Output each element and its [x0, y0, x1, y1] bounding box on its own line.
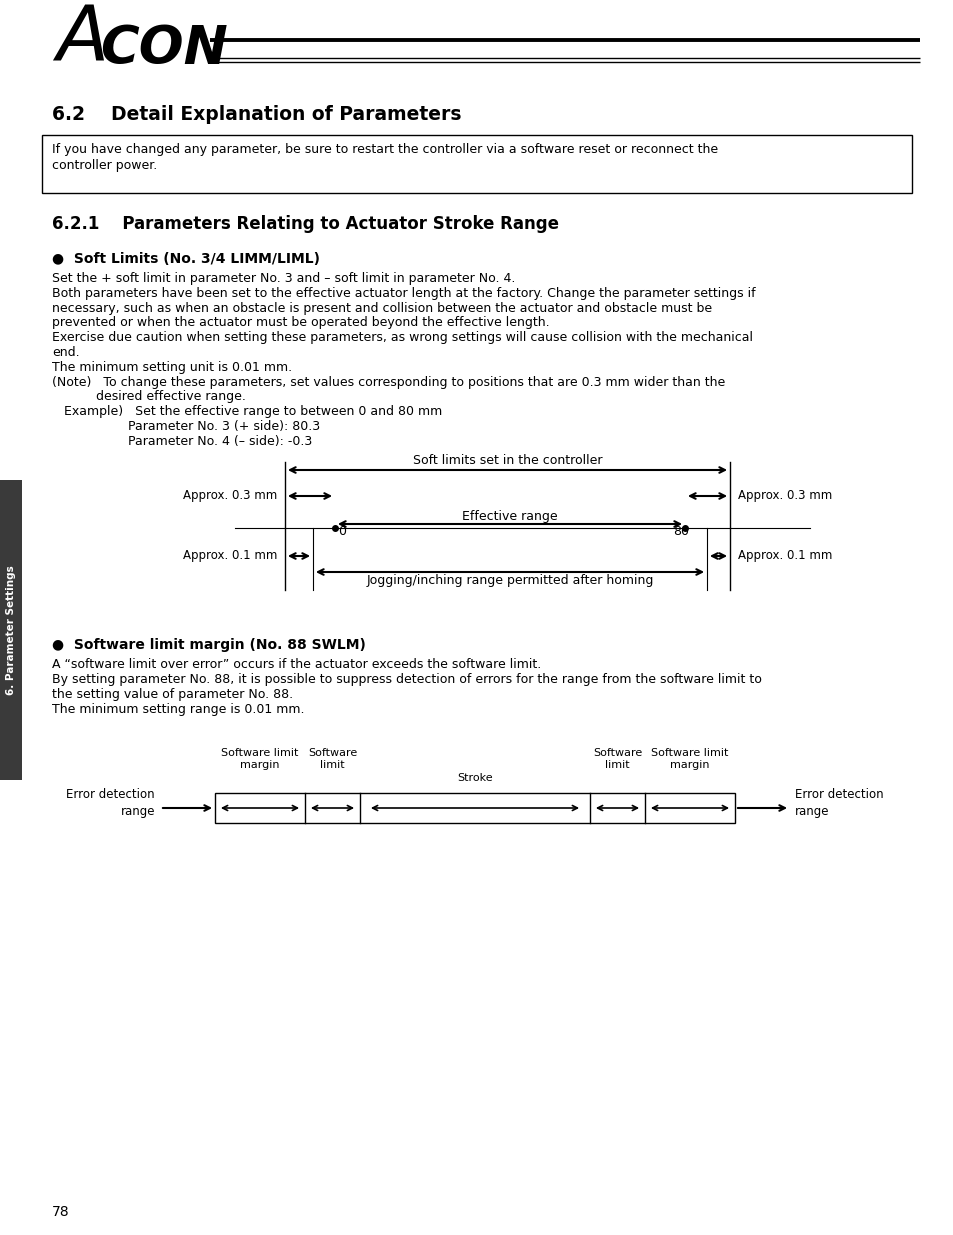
Text: controller power.: controller power.: [52, 159, 157, 172]
Text: 6.2    Detail Explanation of Parameters: 6.2 Detail Explanation of Parameters: [52, 105, 461, 124]
Text: Approx. 0.3 mm: Approx. 0.3 mm: [738, 489, 831, 503]
Text: $\it{A}$: $\it{A}$: [52, 1, 105, 75]
Text: Error detection
range: Error detection range: [67, 788, 154, 819]
FancyBboxPatch shape: [214, 793, 734, 823]
Text: Stroke: Stroke: [456, 773, 493, 783]
Text: Effective range: Effective range: [461, 510, 558, 522]
Text: the setting value of parameter No. 88.: the setting value of parameter No. 88.: [52, 688, 293, 701]
Text: desired effective range.: desired effective range.: [52, 390, 246, 404]
Text: Software limit
margin: Software limit margin: [221, 747, 298, 769]
Text: The minimum setting range is 0.01 mm.: The minimum setting range is 0.01 mm.: [52, 703, 304, 716]
Text: Software limit
margin: Software limit margin: [651, 747, 728, 769]
Text: prevented or when the actuator must be operated beyond the effective length.: prevented or when the actuator must be o…: [52, 316, 549, 330]
Text: Approx. 0.3 mm: Approx. 0.3 mm: [183, 489, 276, 503]
Text: Parameter No. 3 (+ side): 80.3: Parameter No. 3 (+ side): 80.3: [52, 420, 320, 433]
Text: 78: 78: [52, 1205, 70, 1219]
Text: end.: end.: [52, 346, 79, 359]
Text: Example)   Set the effective range to between 0 and 80 mm: Example) Set the effective range to betw…: [52, 405, 442, 419]
Text: If you have changed any parameter, be sure to restart the controller via a softw: If you have changed any parameter, be su…: [52, 143, 718, 156]
FancyBboxPatch shape: [42, 135, 911, 193]
Text: Software
limit: Software limit: [592, 747, 641, 769]
Text: 80: 80: [672, 525, 688, 538]
Text: Parameter No. 4 (– side): -0.3: Parameter No. 4 (– side): -0.3: [52, 435, 312, 448]
Text: Error detection
range: Error detection range: [794, 788, 882, 819]
Text: Soft limits set in the controller: Soft limits set in the controller: [413, 454, 601, 467]
Text: Jogging/inching range permitted after homing: Jogging/inching range permitted after ho…: [366, 574, 653, 587]
Text: Set the + soft limit in parameter No. 3 and – soft limit in parameter No. 4.: Set the + soft limit in parameter No. 3 …: [52, 272, 515, 285]
Text: CON: CON: [100, 23, 228, 75]
Text: ●  Software limit margin (No. 88 SWLM): ● Software limit margin (No. 88 SWLM): [52, 638, 366, 652]
Text: Software
limit: Software limit: [308, 747, 356, 769]
Text: Approx. 0.1 mm: Approx. 0.1 mm: [182, 550, 276, 562]
Text: Exercise due caution when setting these parameters, as wrong settings will cause: Exercise due caution when setting these …: [52, 331, 752, 345]
Text: By setting parameter No. 88, it is possible to suppress detection of errors for : By setting parameter No. 88, it is possi…: [52, 673, 761, 685]
Text: 0: 0: [337, 525, 346, 538]
Text: 6.2.1    Parameters Relating to Actuator Stroke Range: 6.2.1 Parameters Relating to Actuator St…: [52, 215, 558, 233]
Text: (Note)   To change these parameters, set values corresponding to positions that : (Note) To change these parameters, set v…: [52, 375, 724, 389]
Text: 6. Parameter Settings: 6. Parameter Settings: [6, 566, 16, 695]
Text: ●  Soft Limits (No. 3/4 LIMM/LIML): ● Soft Limits (No. 3/4 LIMM/LIML): [52, 252, 319, 266]
Text: The minimum setting unit is 0.01 mm.: The minimum setting unit is 0.01 mm.: [52, 361, 292, 374]
FancyBboxPatch shape: [0, 480, 22, 781]
Text: A “software limit over error” occurs if the actuator exceeds the software limit.: A “software limit over error” occurs if …: [52, 658, 540, 671]
Text: Both parameters have been set to the effective actuator length at the factory. C: Both parameters have been set to the eff…: [52, 287, 755, 300]
Text: Approx. 0.1 mm: Approx. 0.1 mm: [738, 550, 832, 562]
Text: necessary, such as when an obstacle is present and collision between the actuato: necessary, such as when an obstacle is p…: [52, 301, 711, 315]
